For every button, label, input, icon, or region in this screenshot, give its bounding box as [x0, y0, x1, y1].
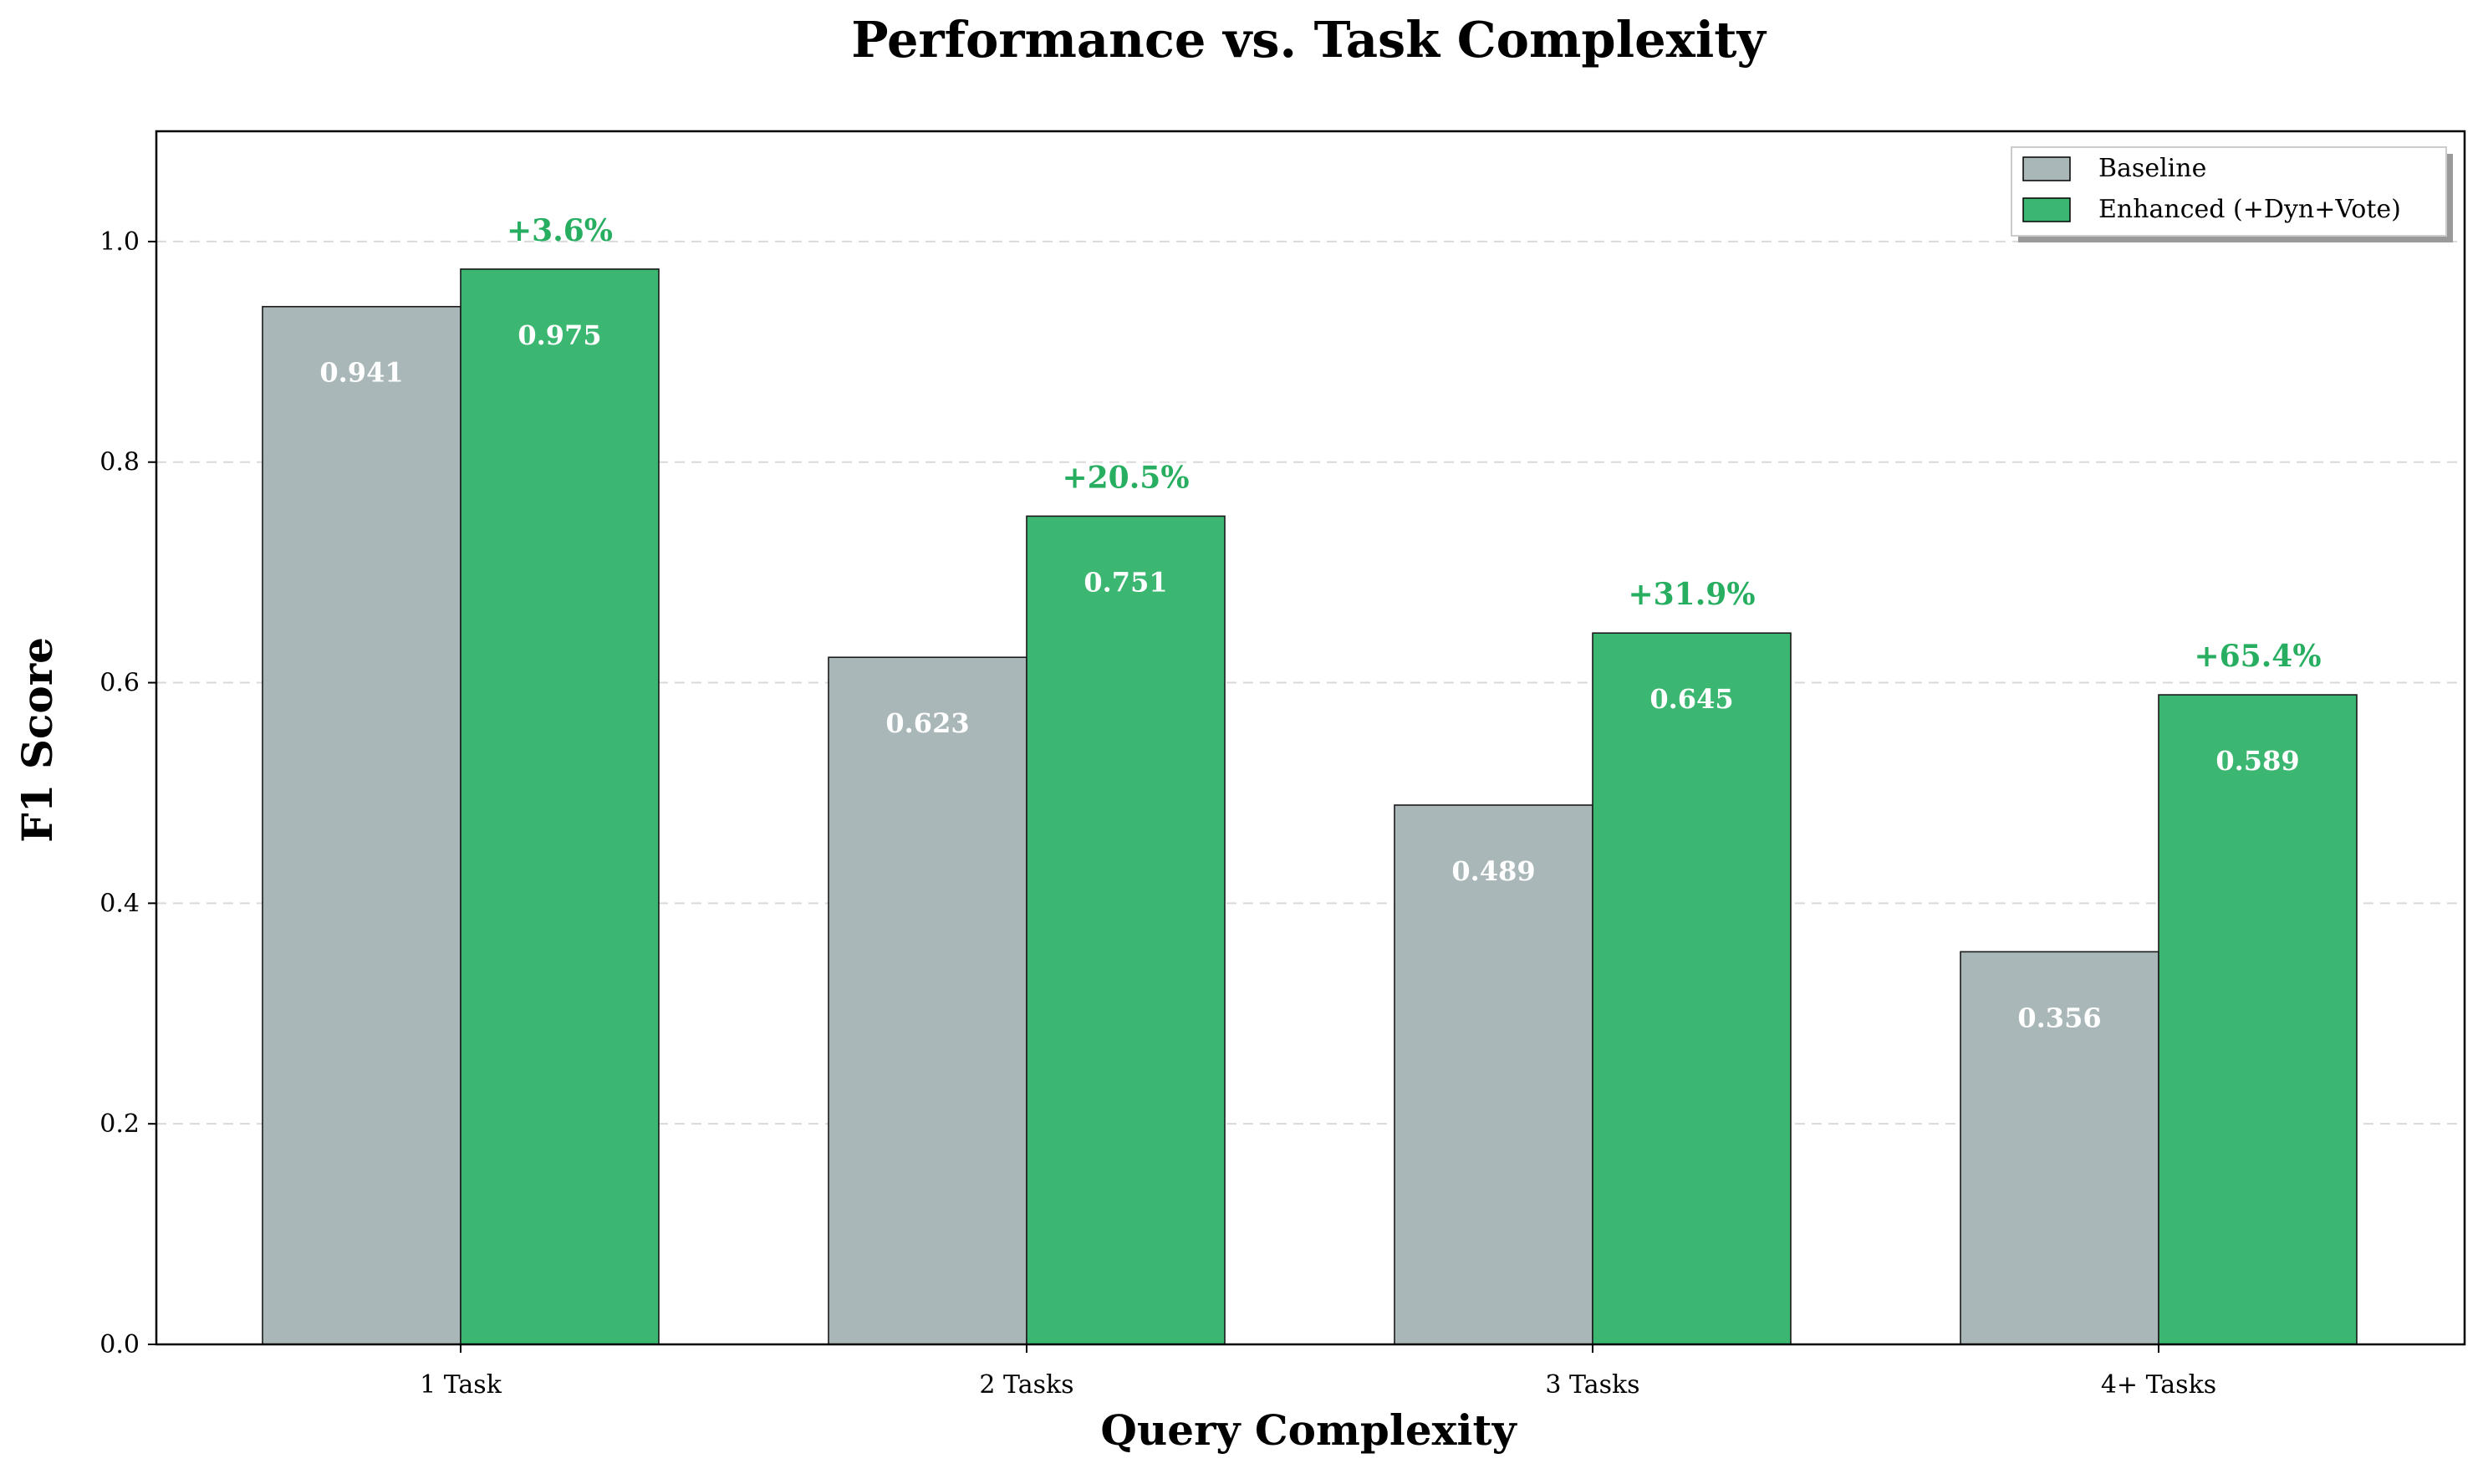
legend: Baseline Enhanced (+Dyn+Vote) [2011, 146, 2453, 242]
bar-value-label: 0.489 [1451, 855, 1535, 887]
data-labels: 0.941 0.975 +3.6% 0.623 0.751 +20.5% 0.489 0.64… [319, 213, 2321, 1034]
y-axis-label: F1 Score [13, 637, 62, 843]
bars [262, 268, 2358, 1345]
bar-enhanced [1592, 632, 1792, 1345]
bar-value-label: 0.356 [2017, 1002, 2101, 1033]
chart-title: Performance vs. Task Complexity [851, 11, 1767, 69]
bar-enhanced [460, 268, 660, 1345]
bar-baseline [1394, 804, 1593, 1345]
improvement-label: +65.4% [2194, 639, 2321, 674]
legend-swatch-baseline [2022, 156, 2071, 181]
bar-value-label: 0.751 [1083, 566, 1167, 598]
bar-enhanced [1026, 515, 1226, 1345]
y-tick-label: 0.0 [99, 1330, 140, 1359]
y-axis-ticks: 0.0 0.2 0.4 0.6 0.8 1.0 [99, 227, 156, 1359]
improvement-label: +20.5% [1062, 460, 1189, 495]
bar-baseline [262, 305, 461, 1345]
plot-frame [155, 130, 2466, 1346]
y-tick-label: 0.4 [99, 889, 140, 918]
x-tick-label: 3 Tasks [1545, 1370, 1639, 1400]
bar-value-label: 0.941 [319, 357, 403, 389]
y-tick-label: 0.6 [99, 669, 140, 698]
y-tick-label: 0.2 [99, 1109, 140, 1139]
bar-baseline [828, 656, 1027, 1345]
bar-value-label: 0.975 [518, 319, 601, 351]
bar-value-label: 0.623 [885, 707, 969, 739]
x-tick-label: 2 Tasks [979, 1370, 1073, 1400]
x-axis-label: Query Complexity [1100, 1405, 1517, 1455]
legend-swatch-enhanced [2022, 197, 2071, 222]
bar-value-label: 0.645 [1649, 683, 1733, 715]
bar-value-label: 0.589 [2215, 745, 2299, 777]
y-tick-label: 0.8 [99, 448, 140, 477]
bar-baseline [1960, 951, 2159, 1345]
y-tick-label: 1.0 [99, 227, 140, 257]
x-tick-label: 4+ Tasks [2101, 1370, 2216, 1400]
legend-box [2011, 146, 2447, 237]
improvement-label: +3.6% [507, 213, 613, 248]
improvement-label: +31.9% [1628, 577, 1755, 612]
legend-label-enhanced: Enhanced (+Dyn+Vote) [2098, 195, 2401, 224]
legend-label-baseline: Baseline [2098, 154, 2206, 183]
bar-enhanced [2158, 694, 2358, 1345]
x-tick-label: 1 Task [420, 1370, 502, 1400]
x-axis-ticks: 1 Task 2 Tasks 3 Tasks 4+ Tasks [420, 1344, 2216, 1400]
